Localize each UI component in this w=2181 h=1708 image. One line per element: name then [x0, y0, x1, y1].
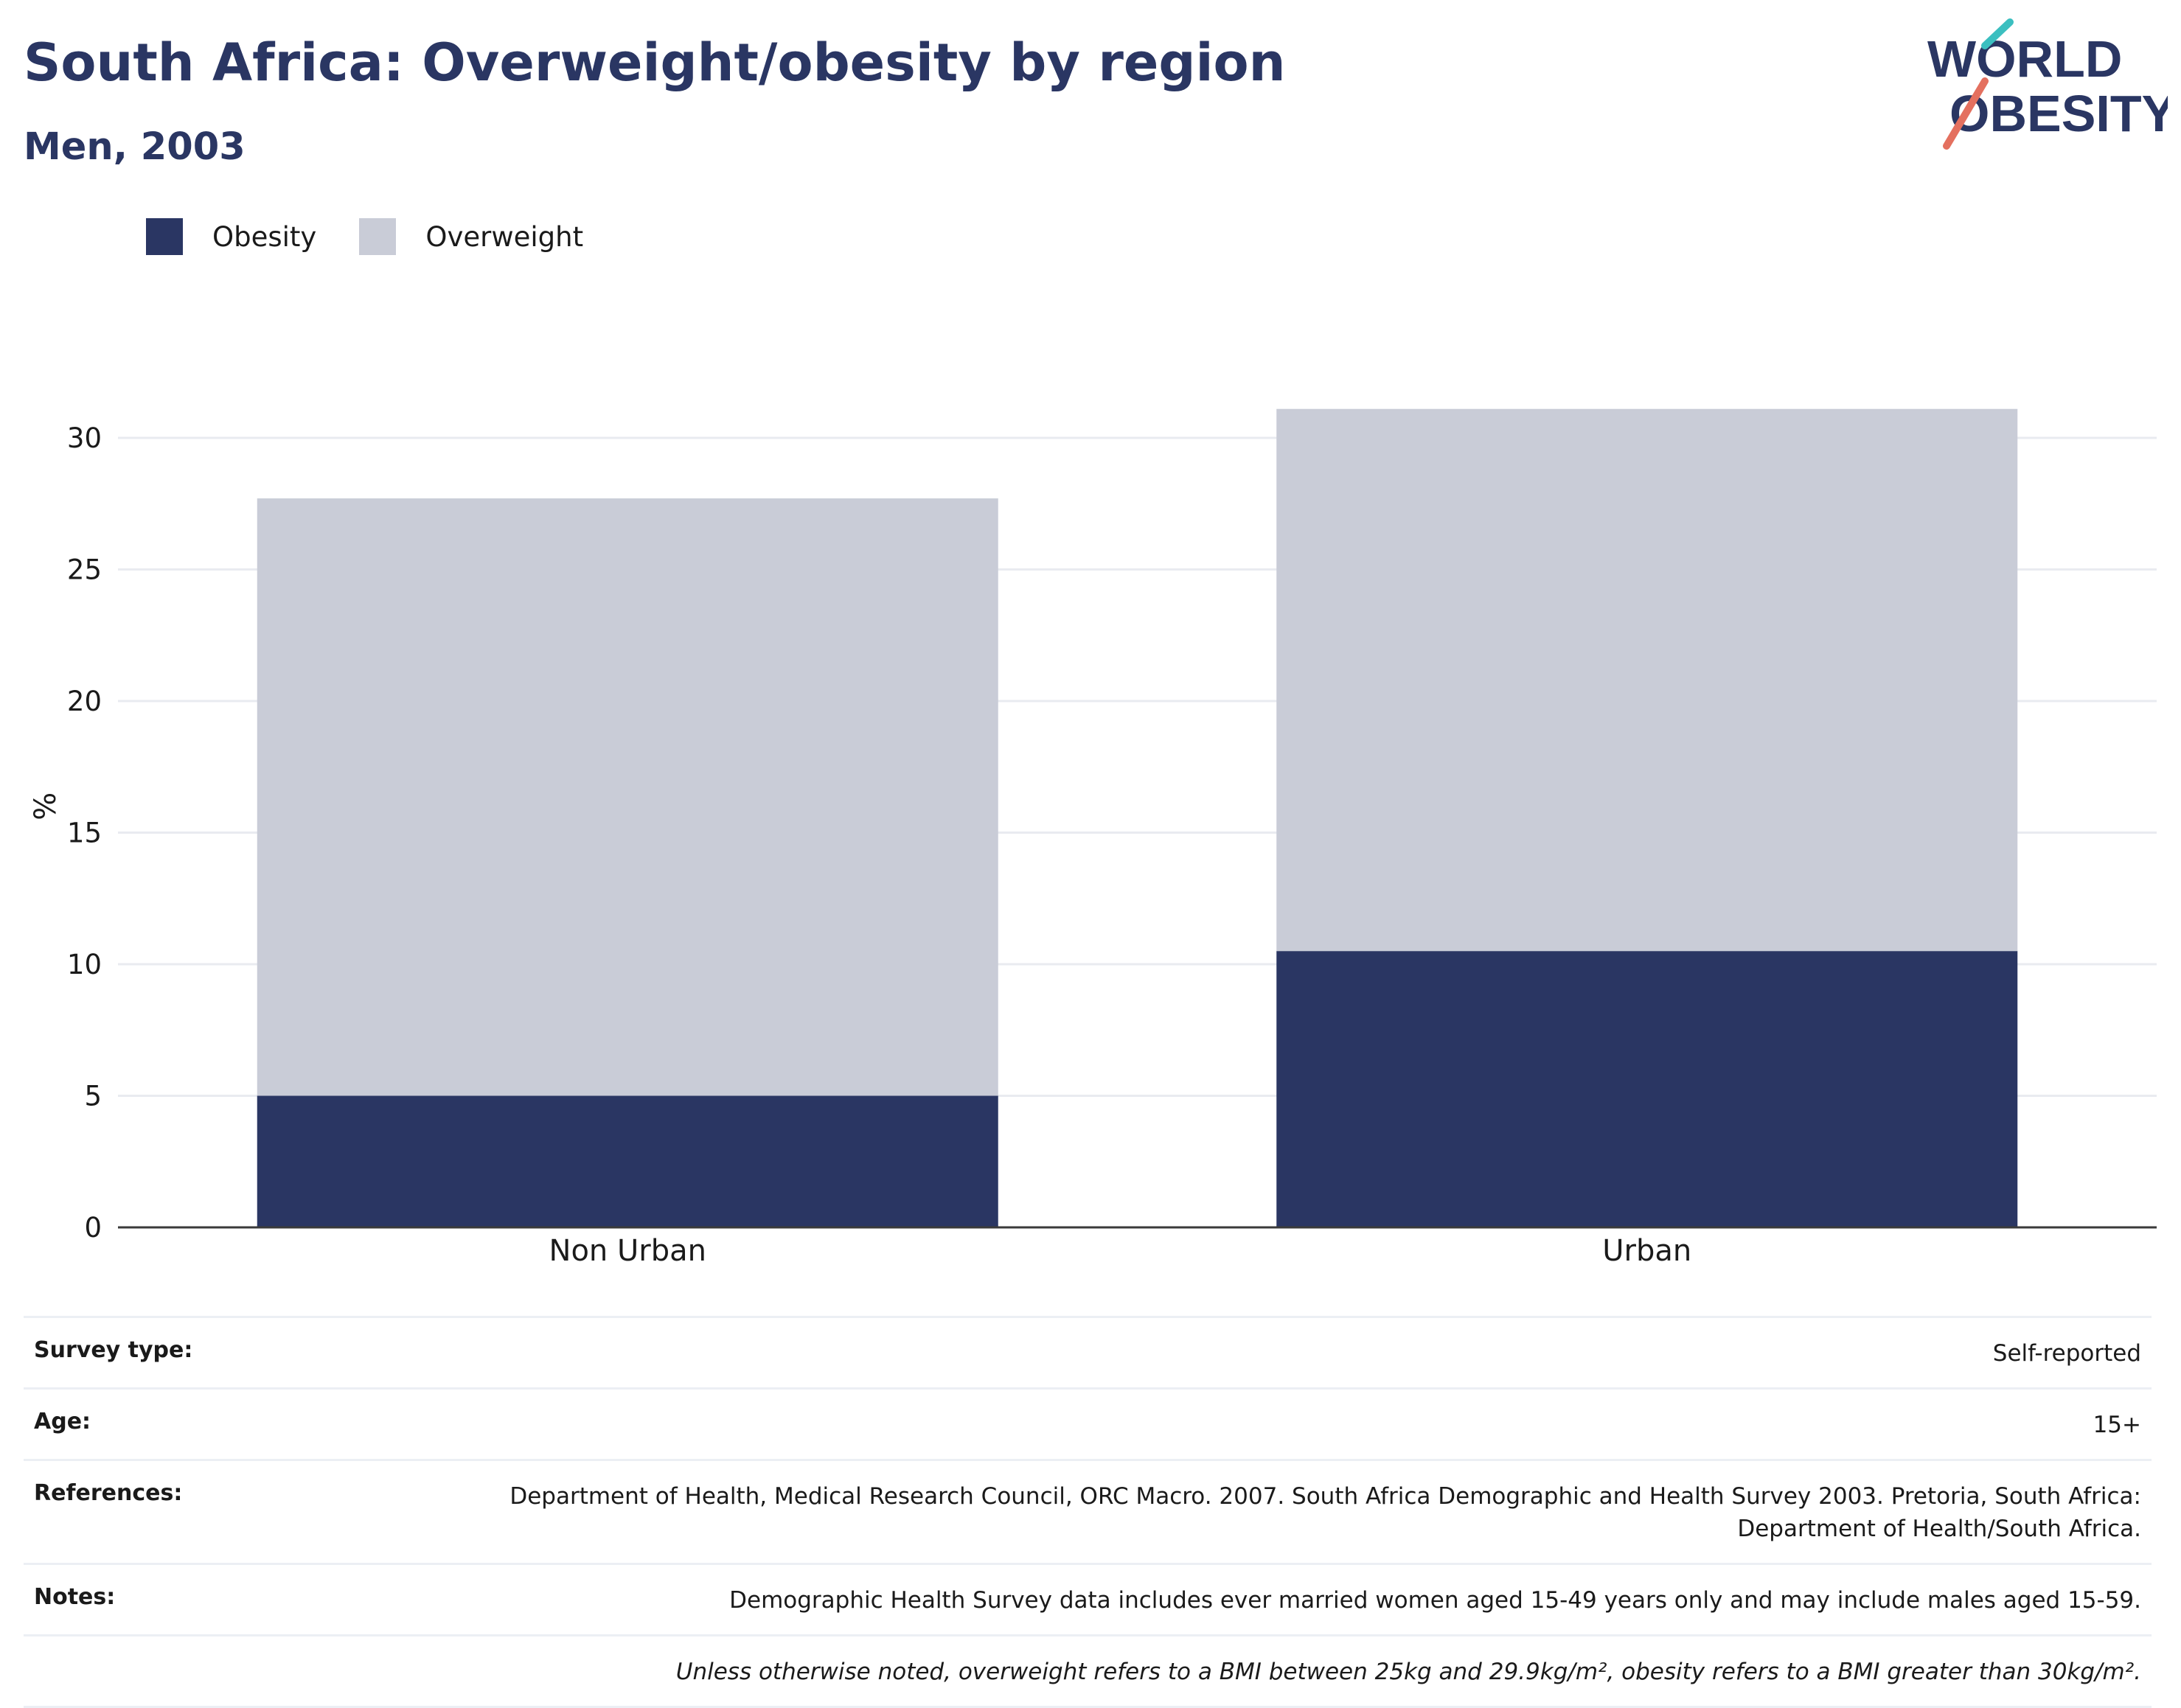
- legend: Obesity Overweight: [146, 218, 626, 255]
- world-obesity-logo: WORLD OBESITY: [1927, 18, 2168, 150]
- meta-value-survey-type: Self-reported: [1992, 1340, 2141, 1367]
- bar-obesity-non-urban: [257, 1095, 998, 1227]
- stacked-bar-chart: 0 5 10 15 20 25 30% Non Urban Urban: [29, 408, 2157, 1268]
- logo-slash-teal: [1981, 18, 2014, 49]
- bar-overweight-non-urban: [257, 498, 998, 1096]
- chart-subtitle: Men, 2003: [24, 125, 246, 169]
- y-axis-label: %: [29, 792, 63, 820]
- y-tick-label: 0: [84, 1212, 102, 1244]
- logo-slash-coral: [1943, 77, 1989, 150]
- bar-overweight-urban: [1276, 408, 2018, 952]
- y-tick-label: 20: [67, 686, 102, 717]
- logo-line2: OBESITY: [1949, 85, 2168, 142]
- meta-row-definition: Unless otherwise noted, overweight refer…: [24, 1634, 2152, 1708]
- y-tick-label: 30: [67, 422, 102, 454]
- logo-line1: WORLD: [1927, 30, 2122, 88]
- chart-title: South Africa: Overweight/obesity by regi…: [24, 32, 1286, 93]
- meta-value-references: Department of Health, Medical Research C…: [509, 1483, 2141, 1543]
- meta-row-age: Age: 15+: [24, 1387, 2152, 1459]
- meta-value-definition: Unless otherwise noted, overweight refer…: [675, 1659, 2141, 1686]
- y-tick-label: 25: [67, 554, 102, 586]
- legend-item-overweight[interactable]: Overweight: [359, 218, 583, 255]
- y-tick-label: 15: [67, 818, 102, 849]
- legend-label-overweight: Overweight: [425, 220, 584, 253]
- meta-row-notes: Notes: Demographic Health Survey data in…: [24, 1563, 2152, 1634]
- meta-value-notes: Demographic Health Survey data includes …: [729, 1587, 2141, 1614]
- meta-row-references: References: Department of Health, Medica…: [24, 1459, 2152, 1563]
- meta-label-age: Age:: [34, 1409, 91, 1435]
- legend-label-obesity: Obesity: [212, 220, 317, 253]
- x-tick-label: Non Urban: [549, 1234, 706, 1268]
- meta-value-age: 15+: [2093, 1412, 2141, 1439]
- y-tick-label: 5: [84, 1081, 102, 1112]
- legend-swatch-overweight: [359, 218, 397, 255]
- bar-obesity-urban: [1276, 951, 2018, 1227]
- meta-row-survey-type: Survey type: Self-reported: [24, 1316, 2152, 1387]
- x-tick-label: Urban: [1602, 1234, 1691, 1268]
- meta-label-survey-type: Survey type:: [34, 1337, 193, 1363]
- legend-swatch-obesity: [146, 218, 183, 255]
- meta-label-references: References:: [34, 1480, 183, 1507]
- meta-label-notes: Notes:: [34, 1584, 116, 1611]
- y-tick-label: 10: [67, 949, 102, 980]
- legend-item-obesity[interactable]: Obesity: [146, 218, 316, 255]
- metadata-table: Survey type: Self-reported Age: 15+ Refe…: [24, 1316, 2152, 1708]
